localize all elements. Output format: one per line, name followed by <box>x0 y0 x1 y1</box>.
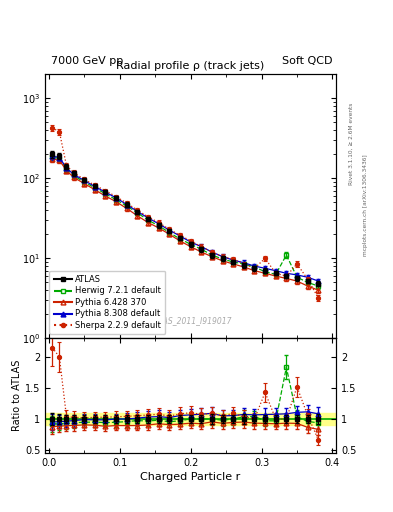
Bar <box>45 413 336 425</box>
Legend: ATLAS, Herwig 7.2.1 default, Pythia 6.428 370, Pythia 8.308 default, Sherpa 2.2.: ATLAS, Herwig 7.2.1 default, Pythia 6.42… <box>50 271 165 334</box>
Text: ATLAS_2011_I919017: ATLAS_2011_I919017 <box>149 316 232 325</box>
Text: Soft QCD: Soft QCD <box>282 55 332 66</box>
Text: 7000 GeV pp: 7000 GeV pp <box>51 55 123 66</box>
Text: mcplots.cern.ch [arXiv:1306.3436]: mcplots.cern.ch [arXiv:1306.3436] <box>363 154 368 255</box>
Y-axis label: Ratio to ATLAS: Ratio to ATLAS <box>12 360 22 432</box>
X-axis label: Charged Particle r: Charged Particle r <box>140 472 241 482</box>
Text: Rivet 3.1.10, ≥ 2.6M events: Rivet 3.1.10, ≥ 2.6M events <box>349 102 354 184</box>
Title: Radial profile ρ (track jets): Radial profile ρ (track jets) <box>116 61 265 71</box>
